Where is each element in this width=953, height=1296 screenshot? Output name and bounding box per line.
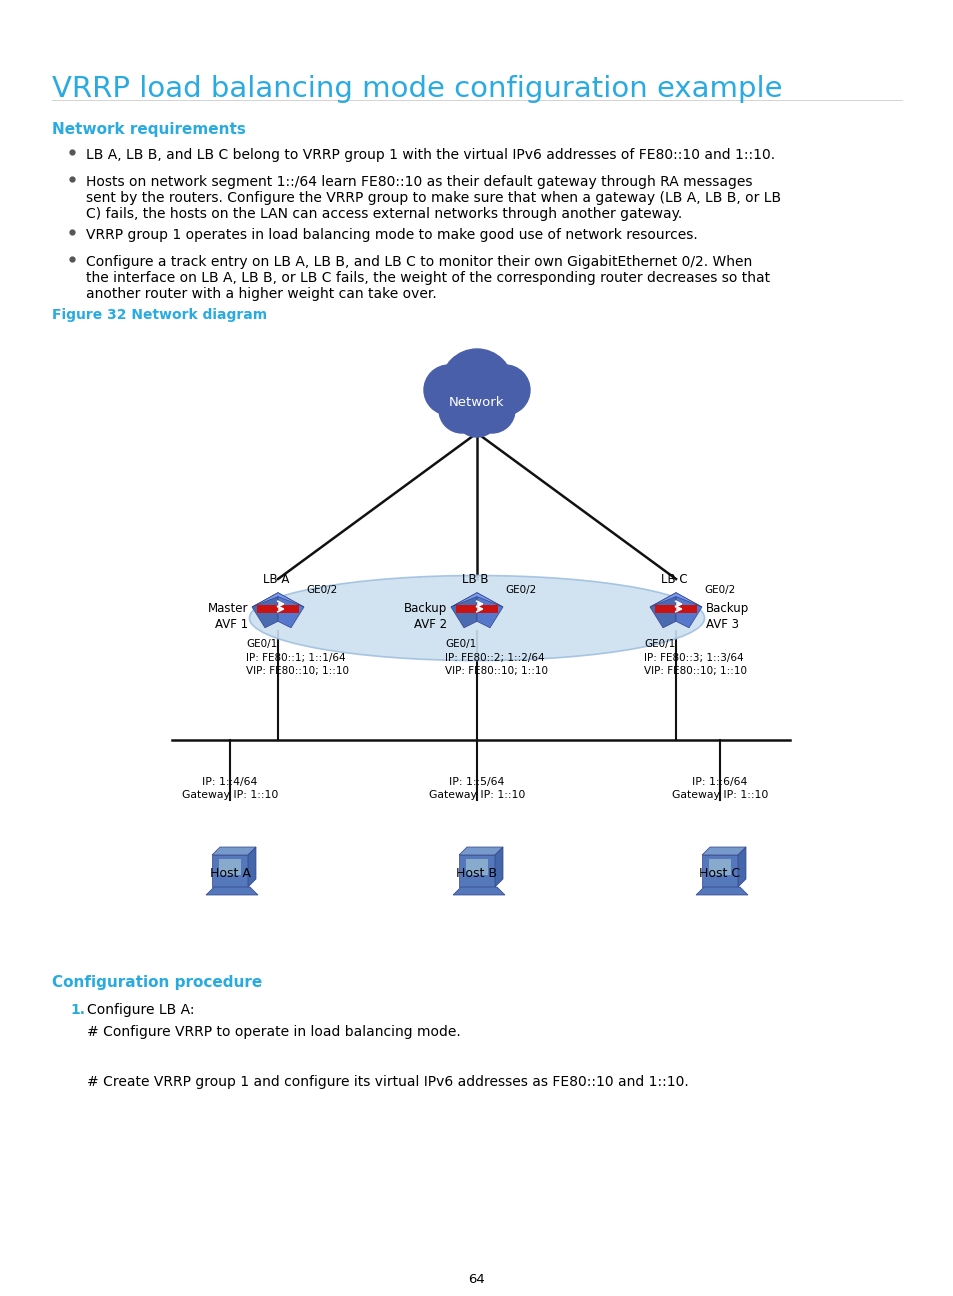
Polygon shape xyxy=(451,592,502,607)
Text: GE0/2: GE0/2 xyxy=(703,584,735,595)
Text: Configure LB A:: Configure LB A: xyxy=(87,1003,194,1017)
Polygon shape xyxy=(495,848,502,886)
Text: IP: 1::4/64
Gateway IP: 1::10: IP: 1::4/64 Gateway IP: 1::10 xyxy=(182,776,278,800)
Text: Host A: Host A xyxy=(210,867,251,880)
Text: LB B: LB B xyxy=(461,573,488,586)
Text: # Create VRRP group 1 and configure its virtual IPv6 addresses as FE80::10 and 1: # Create VRRP group 1 and configure its … xyxy=(87,1074,688,1089)
Circle shape xyxy=(423,365,474,415)
Text: IP: 1::5/64
Gateway IP: 1::10: IP: 1::5/64 Gateway IP: 1::10 xyxy=(428,776,525,800)
Polygon shape xyxy=(458,848,502,855)
Polygon shape xyxy=(701,848,745,855)
Text: VRRP group 1 operates in load balancing mode to make good use of network resourc: VRRP group 1 operates in load balancing … xyxy=(86,228,697,242)
Circle shape xyxy=(469,388,515,433)
Text: Configuration procedure: Configuration procedure xyxy=(52,975,262,990)
Polygon shape xyxy=(465,859,488,875)
Text: GE0/2: GE0/2 xyxy=(306,584,337,595)
Text: IP: FE80::1; 1::1/64
VIP: FE80::10; 1::10: IP: FE80::1; 1::1/64 VIP: FE80::10; 1::1… xyxy=(246,653,349,675)
Text: GE0/1: GE0/1 xyxy=(246,639,277,649)
Text: the interface on LB A, LB B, or LB C fails, the weight of the corresponding rout: the interface on LB A, LB B, or LB C fai… xyxy=(86,271,769,285)
Circle shape xyxy=(479,365,530,415)
Polygon shape xyxy=(277,592,304,627)
Polygon shape xyxy=(458,855,495,886)
Polygon shape xyxy=(738,848,745,886)
Polygon shape xyxy=(696,886,747,896)
Text: IP: FE80::3; 1::3/64
VIP: FE80::10; 1::10: IP: FE80::3; 1::3/64 VIP: FE80::10; 1::1… xyxy=(643,653,746,675)
Text: Host C: Host C xyxy=(699,867,740,880)
Text: LB A, LB B, and LB C belong to VRRP group 1 with the virtual IPv6 addresses of F: LB A, LB B, and LB C belong to VRRP grou… xyxy=(86,148,774,162)
Polygon shape xyxy=(649,592,676,627)
Text: 64: 64 xyxy=(468,1273,485,1286)
Polygon shape xyxy=(219,859,241,875)
Circle shape xyxy=(438,388,484,433)
Polygon shape xyxy=(212,855,248,886)
Text: sent by the routers. Configure the VRRP group to make sure that when a gateway (: sent by the routers. Configure the VRRP … xyxy=(86,191,781,205)
Text: Backup
AVF 3: Backup AVF 3 xyxy=(705,603,748,631)
Polygon shape xyxy=(256,605,299,613)
Polygon shape xyxy=(456,605,497,613)
Text: Hosts on network segment 1::/64 learn FE80::10 as their default gateway through : Hosts on network segment 1::/64 learn FE… xyxy=(86,175,752,189)
Text: Backup
AVF 2: Backup AVF 2 xyxy=(403,603,447,631)
Polygon shape xyxy=(654,605,697,613)
Polygon shape xyxy=(206,886,257,896)
Polygon shape xyxy=(248,848,255,886)
Ellipse shape xyxy=(250,575,703,661)
Text: IP: 1::6/64
Gateway IP: 1::10: IP: 1::6/64 Gateway IP: 1::10 xyxy=(671,776,767,800)
Polygon shape xyxy=(212,848,255,855)
Text: LB A: LB A xyxy=(262,573,289,586)
Polygon shape xyxy=(701,855,738,886)
Text: C) fails, the hosts on the LAN can access external networks through another gate: C) fails, the hosts on the LAN can acces… xyxy=(86,207,681,222)
Polygon shape xyxy=(252,592,277,627)
Text: 1.: 1. xyxy=(70,1003,85,1017)
Text: # Configure VRRP to operate in load balancing mode.: # Configure VRRP to operate in load bala… xyxy=(87,1025,460,1039)
Text: GE0/2: GE0/2 xyxy=(504,584,536,595)
Polygon shape xyxy=(676,592,701,627)
Circle shape xyxy=(452,360,492,400)
Polygon shape xyxy=(476,592,502,627)
Text: IP: FE80::2; 1::2/64
VIP: FE80::10; 1::10: IP: FE80::2; 1::2/64 VIP: FE80::10; 1::1… xyxy=(444,653,547,675)
Text: another router with a higher weight can take over.: another router with a higher weight can … xyxy=(86,286,436,301)
Text: GE0/1: GE0/1 xyxy=(643,639,675,649)
Text: LB C: LB C xyxy=(660,573,686,586)
Text: Network requirements: Network requirements xyxy=(52,122,246,137)
Polygon shape xyxy=(453,886,504,896)
Text: GE0/1: GE0/1 xyxy=(444,639,476,649)
Circle shape xyxy=(440,349,513,421)
Polygon shape xyxy=(708,859,730,875)
Polygon shape xyxy=(649,592,701,607)
Text: Host B: Host B xyxy=(456,867,497,880)
Text: Figure 32 Network diagram: Figure 32 Network diagram xyxy=(52,308,267,321)
Text: VRRP load balancing mode configuration example: VRRP load balancing mode configuration e… xyxy=(52,75,781,102)
Text: Configure a track entry on LB A, LB B, and LB C to monitor their own GigabitEthe: Configure a track entry on LB A, LB B, a… xyxy=(86,255,752,270)
Circle shape xyxy=(455,393,498,437)
Polygon shape xyxy=(451,592,476,627)
Text: Master
AVF 1: Master AVF 1 xyxy=(208,603,248,631)
Text: Network: Network xyxy=(449,397,504,410)
Circle shape xyxy=(461,360,501,400)
Polygon shape xyxy=(252,592,304,607)
